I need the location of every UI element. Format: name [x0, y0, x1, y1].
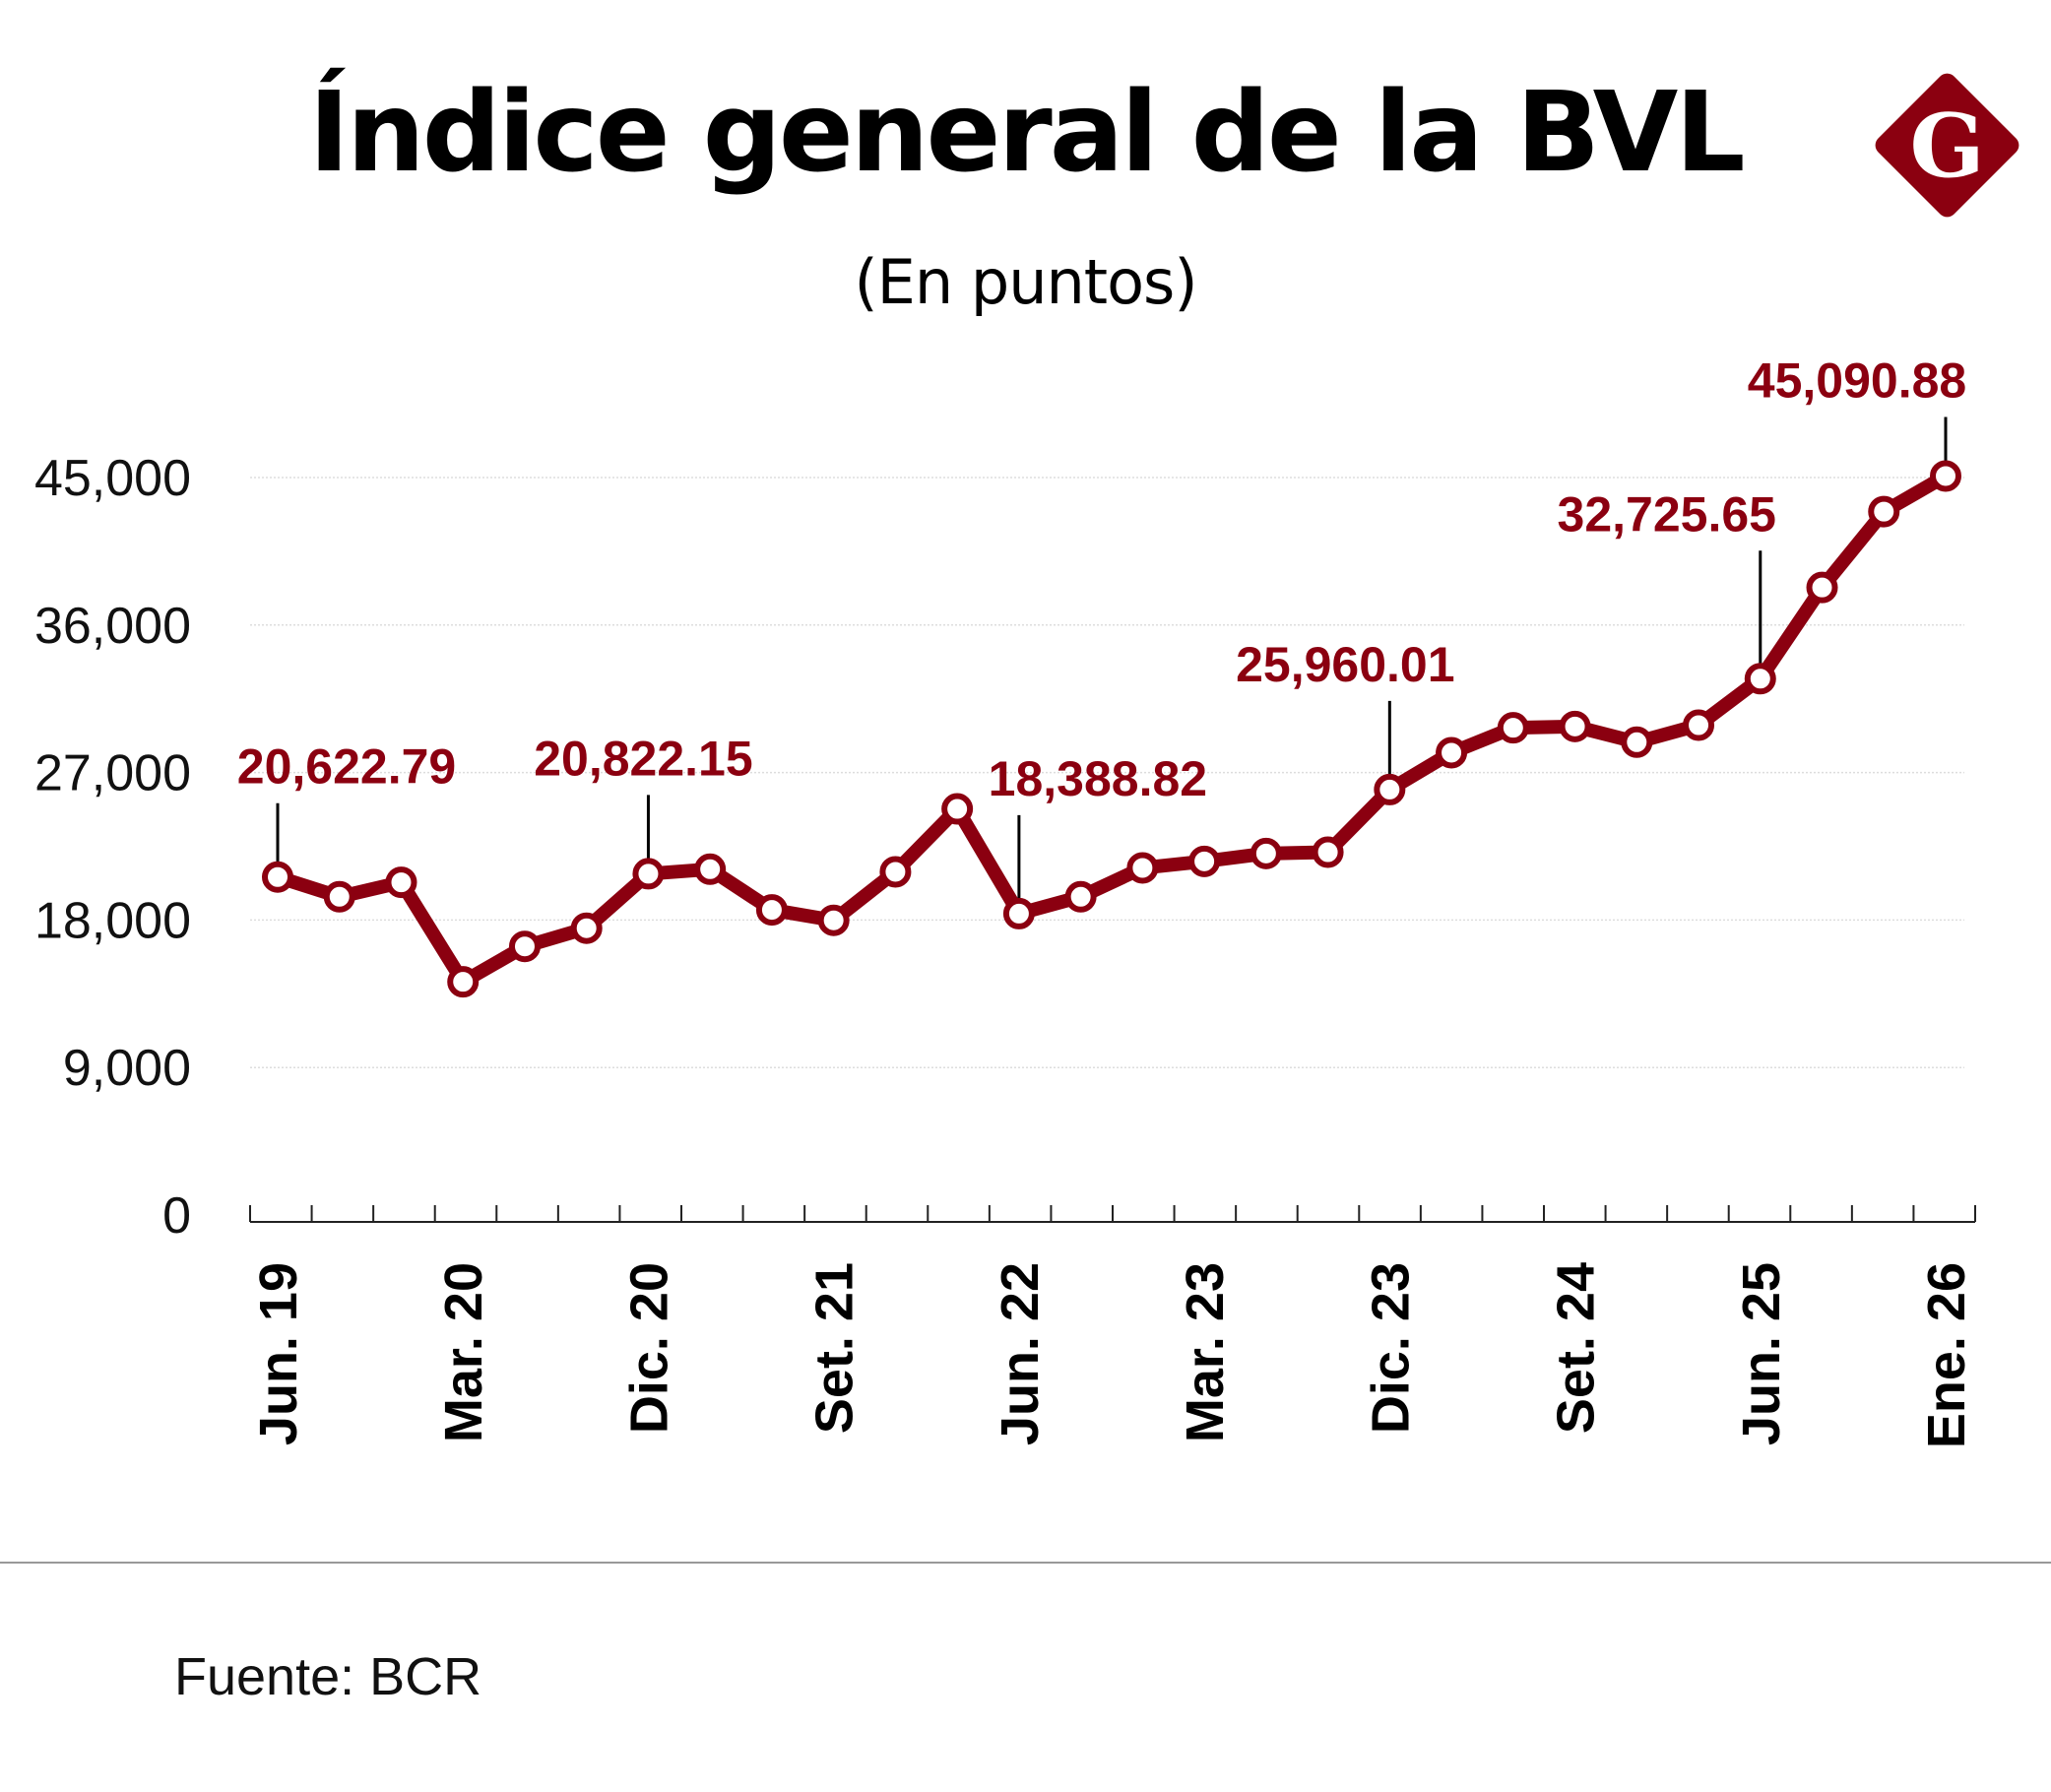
annotation-label: 18,388.82	[989, 751, 1207, 806]
x-tick-label: Ene. 26	[1917, 1262, 1976, 1448]
data-point	[1250, 837, 1282, 869]
y-tick-label: 45,000	[34, 450, 191, 507]
annotation-label: 45,090.88	[1748, 352, 1966, 408]
annotation-label: 25,960.01	[1236, 637, 1454, 692]
series-line	[275, 470, 1950, 990]
y-tick-label: 27,000	[34, 745, 191, 802]
line-chart: 0 9,000 18,000 27,000 36,000 45,000 Jun. 19 Mar…	[34, 352, 1976, 1448]
x-tick-label: Set. 24	[1547, 1262, 1606, 1434]
data-point	[1868, 495, 1900, 528]
logo-diamond	[1875, 73, 2019, 218]
data-point	[941, 793, 974, 825]
data-point	[1744, 663, 1776, 695]
data-point	[1559, 710, 1591, 742]
y-tick-label: 18,000	[34, 892, 191, 949]
x-tick-label: Mar. 23	[1176, 1262, 1235, 1442]
x-tick-label: Dic. 20	[619, 1262, 678, 1434]
chart-subtitle: (En puntos)	[854, 246, 1197, 318]
annotation-label: 20,822.15	[534, 731, 752, 786]
x-tick-label: Dic. 23	[1361, 1262, 1420, 1434]
data-point	[755, 894, 788, 927]
data-point	[447, 966, 480, 998]
data-point	[1126, 852, 1159, 884]
data-point	[570, 912, 603, 944]
data-point	[1002, 897, 1035, 929]
data-point	[1374, 773, 1406, 805]
data-point	[632, 858, 665, 890]
data-point	[694, 853, 727, 885]
data-point	[879, 856, 912, 888]
source-note: Fuente: BCR	[174, 1647, 482, 1706]
data-point	[817, 904, 850, 936]
data-point	[1312, 836, 1344, 868]
x-tick-label: Set. 21	[805, 1262, 865, 1434]
data-point	[1497, 712, 1529, 744]
data-point	[385, 866, 417, 899]
data-point	[1064, 880, 1097, 913]
data-point	[1683, 709, 1715, 741]
data-point	[1188, 845, 1221, 877]
x-tick-label: Mar. 20	[434, 1262, 493, 1442]
brand-logo: G	[1875, 73, 2019, 218]
y-tick-label: 36,000	[34, 598, 191, 655]
chart-title: Índice general de la BVL	[308, 69, 1745, 197]
x-tick-label: Jun. 19	[249, 1262, 308, 1445]
x-tick-label: Jun. 25	[1732, 1262, 1791, 1445]
x-tick-label: Jun. 22	[991, 1262, 1050, 1445]
data-point	[1930, 460, 1961, 492]
data-point	[1436, 736, 1468, 769]
data-point	[1621, 726, 1653, 758]
data-point	[508, 930, 541, 963]
logo-letter: G	[1909, 95, 1984, 198]
y-tick-label: 9,000	[63, 1040, 191, 1097]
data-point	[262, 861, 293, 893]
y-tick-label: 0	[162, 1187, 191, 1245]
data-point	[1806, 571, 1838, 604]
annotation-label: 32,725.65	[1558, 486, 1776, 542]
data-point	[323, 880, 355, 913]
footer-divider	[0, 1562, 2051, 1564]
annotation-label: 20,622.79	[237, 739, 456, 795]
